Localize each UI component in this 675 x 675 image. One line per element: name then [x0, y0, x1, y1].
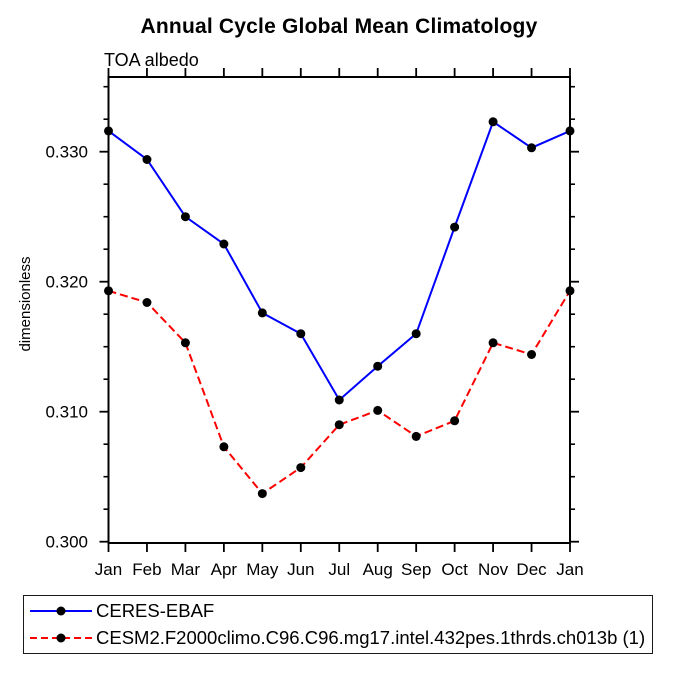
- data-point-s1-10: [488, 338, 498, 348]
- legend-box: CERES-EBAF CESM2.F2000climo.C96.C96.mg17…: [23, 595, 653, 654]
- legend-sample-marker: [56, 633, 66, 643]
- dashed-line-marker-icon: [30, 633, 92, 643]
- data-point-s1-4: [257, 489, 267, 499]
- data-point-s1-3: [219, 442, 229, 452]
- data-point-s1-1: [142, 298, 152, 307]
- data-point-s1-0: [104, 286, 113, 296]
- x-tick-label-sep-8: Sep: [401, 560, 431, 579]
- data-point-s1-11: [527, 350, 537, 359]
- data-point-s1-7: [373, 405, 383, 415]
- solid-line-marker-icon: [30, 606, 92, 616]
- plot-area: Jan Feb Mar Apr May Jun Jul Aug Sep Oct Nov Dec Jan 0…: [45, 68, 584, 579]
- x-tick-label-dec-11: Dec: [516, 560, 547, 579]
- legend-item-ceres-ebaf: CERES-EBAF: [29, 599, 652, 623]
- data-point-s1-6: [334, 420, 344, 430]
- data-point-s1-2: [180, 338, 190, 348]
- x-tick-label-mar-2: Mar: [171, 560, 201, 579]
- data-point-s0-6: [334, 395, 344, 405]
- data-point-s0-1: [142, 155, 152, 164]
- data-point-s0-3: [219, 239, 229, 249]
- legend-item-cesm2-run: CESM2.F2000climo.C96.C96.mg17.intel.432p…: [29, 626, 652, 650]
- x-tick-label-jan-0: Jan: [95, 560, 122, 579]
- data-point-s1-12: [565, 286, 575, 296]
- x-tick-label-jun-5: Jun: [287, 560, 314, 579]
- y-tick-label-0.330: 0.330: [45, 143, 88, 162]
- y-tick-label-0.320: 0.320: [45, 273, 88, 292]
- data-point-s0-4: [257, 308, 267, 318]
- plot-border: [107, 76, 571, 544]
- chart-title: Annual Cycle Global Mean Climatology: [140, 15, 538, 38]
- legend-label-ceres-ebaf: CERES-EBAF: [96, 600, 215, 621]
- x-tick-label-may-4: May: [246, 560, 279, 579]
- x-tick-label-nov-10: Nov: [478, 560, 509, 579]
- data-point-s0-8: [411, 329, 421, 339]
- data-point-s1-9: [450, 416, 460, 426]
- series-line-1: [108, 289, 571, 495]
- y-tick-label-0.310: 0.310: [45, 403, 88, 422]
- chart-subtitle: TOA albedo: [104, 50, 199, 70]
- legend-sample-marker: [56, 606, 66, 616]
- data-point-s0-11: [527, 143, 537, 153]
- series-line-0: [107, 120, 571, 402]
- data-point-s0-12: [565, 126, 575, 136]
- x-tick-label-aug-7: Aug: [363, 560, 393, 579]
- data-point-s0-10: [488, 117, 498, 127]
- x-tick-label-feb-1: Feb: [132, 560, 161, 579]
- legend-label-cesm2-run: CESM2.F2000climo.C96.C96.mg17.intel.432p…: [96, 627, 646, 648]
- x-tick-label-oct-9: Oct: [441, 560, 468, 579]
- data-point-s0-7: [373, 361, 383, 371]
- x-tick-label-apr-3: Apr: [211, 560, 238, 579]
- data-point-s1-8: [411, 431, 421, 441]
- data-point-s1-5: [296, 463, 306, 473]
- y-tick-label-0.300: 0.300: [45, 533, 88, 552]
- data-point-s0-2: [180, 212, 190, 222]
- x-tick-label-jan-12: Jan: [556, 560, 583, 579]
- data-point-s0-9: [450, 222, 460, 232]
- data-point-s0-5: [296, 329, 306, 339]
- data-point-s0-0: [104, 126, 113, 136]
- x-tick-label-jul-6: Jul: [328, 560, 350, 579]
